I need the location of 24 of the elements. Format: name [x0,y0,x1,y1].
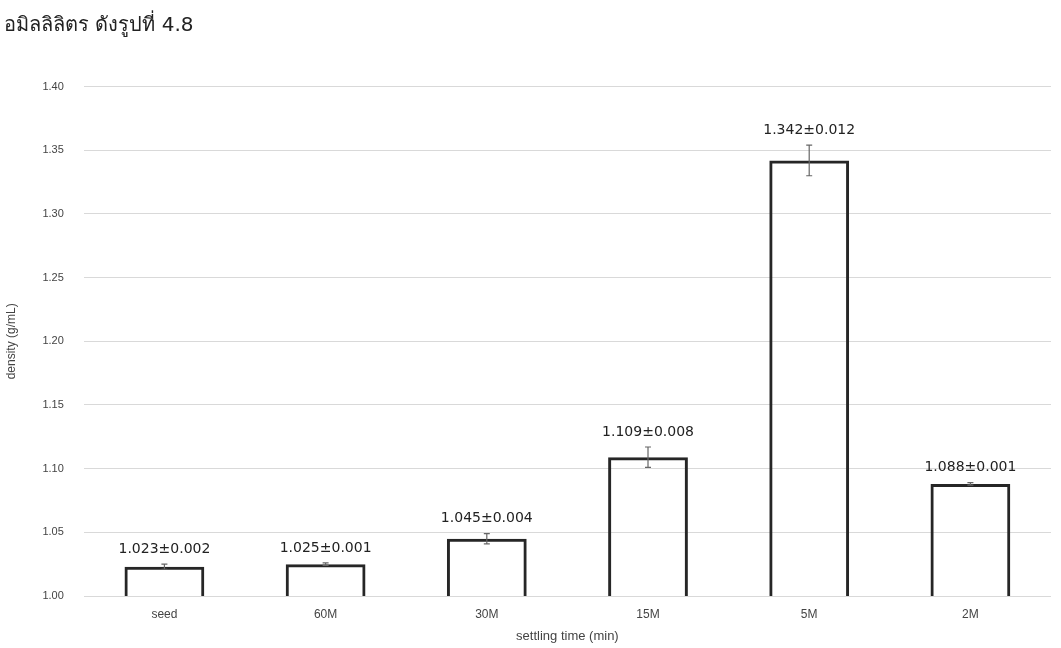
x-tick-label: seed [151,606,178,621]
data-label: 1.025±0.001 [279,538,372,555]
data-label: 1.088±0.001 [924,458,1017,475]
y-tick-label: 1.25 [42,270,64,283]
x-axis-title: settling time (min) [516,627,619,643]
y-tick-label: 1.10 [42,461,64,474]
data-label: 1.342±0.012 [763,120,856,137]
y-tick-label: 1.15 [42,398,64,411]
y-tick-label: 1.05 [42,525,64,538]
y-axis-title: density (g/mL) [3,303,18,380]
y-tick-label: 1.00 [42,589,64,602]
x-tick-label: 2M [962,606,979,621]
x-tick-label: 30M [475,606,499,621]
data-label: 1.045±0.004 [440,509,533,526]
x-tick-label: 60M [313,606,338,621]
y-tick-label: 1.20 [42,334,64,347]
x-tick-label: 15M [636,606,660,621]
data-label: 1.109±0.008 [602,422,694,439]
y-tick-label: 1.35 [42,143,64,156]
x-tick-label: 5M [800,606,818,621]
data-label: 1.023±0.002 [118,539,211,556]
text: อมิลลิลิตร ดังรูปที่ 4.8 [4,9,194,39]
y-tick-label: 1.40 [42,79,64,92]
y-tick-label: 1.30 [42,206,64,219]
